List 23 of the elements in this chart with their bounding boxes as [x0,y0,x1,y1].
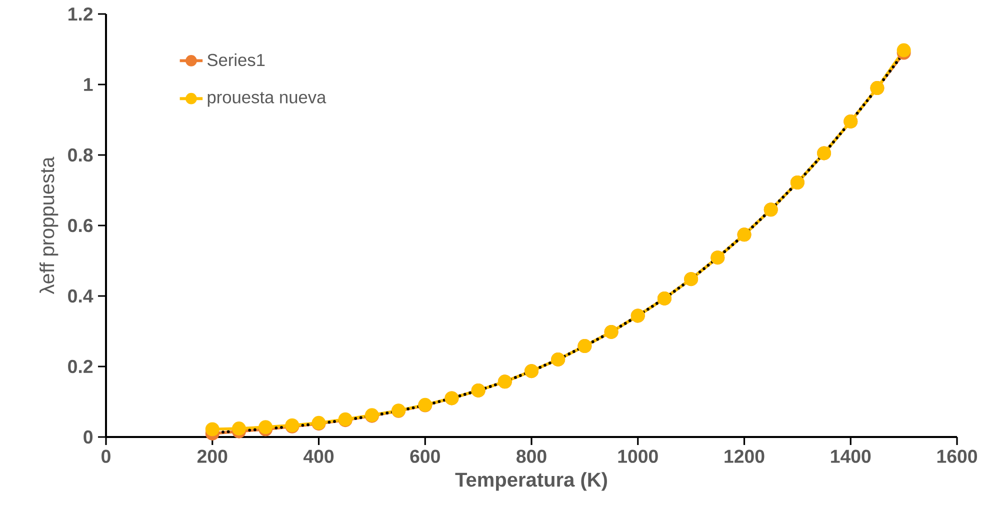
x-tick-label: 1600 [937,450,978,463]
y-tick-label: 0.8 [68,148,93,162]
x-tick-label: 800 [516,450,546,463]
y-tick-label: 1.2 [68,7,93,21]
x-tick-label: 1400 [831,450,871,463]
x-axis-title: Temperatura (K) [455,472,607,491]
y-axis-title: λeff proppuesta [40,156,58,294]
y-tick-label: 1 [84,78,93,91]
x-tick-label: 200 [197,450,228,463]
legend-label: prouesta nueva [208,92,326,107]
y-tick-label: 0 [84,430,93,444]
point [896,43,911,58]
x-tick-label: 400 [303,450,334,463]
x-tick-label: 1200 [724,450,764,463]
y-tick-label: 0.2 [68,360,93,374]
y-tick-label: 0.4 [68,289,94,303]
x-tick-label: 1000 [618,450,658,463]
point [205,422,220,436]
point [232,422,246,436]
x-tick-label: 600 [410,450,440,463]
x-tick-label: 0 [102,450,110,463]
y-tick-label: 0.6 [68,218,93,232]
legend-label: Series1 [208,53,265,66]
